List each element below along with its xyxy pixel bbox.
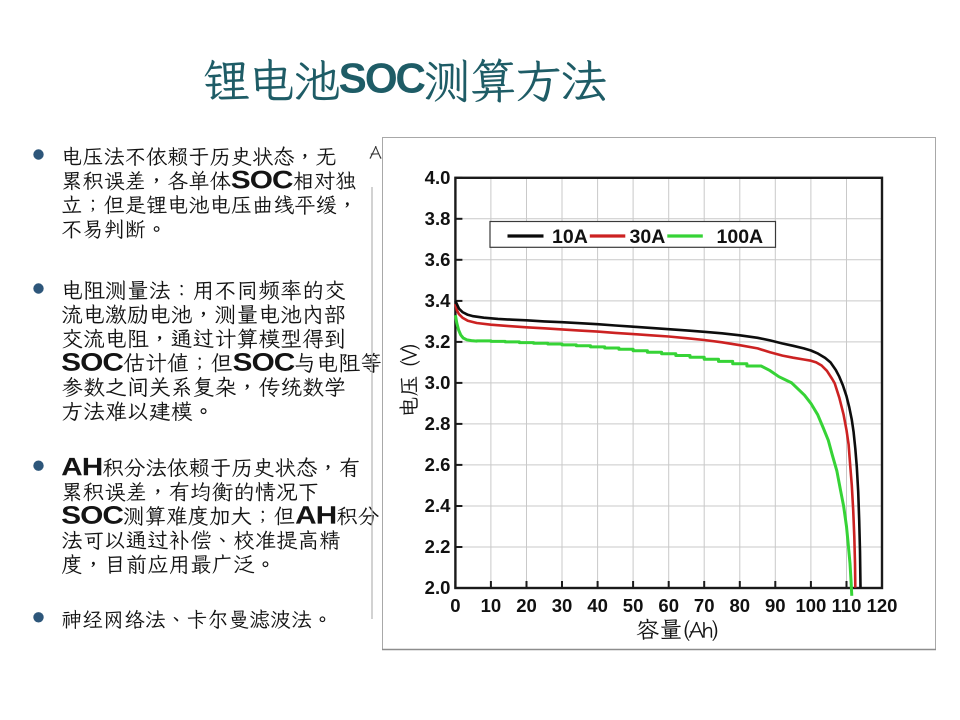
svg-text:2.2: 2.2 <box>425 536 451 557</box>
svg-text:3.0: 3.0 <box>425 372 451 393</box>
svg-text:40: 40 <box>587 595 608 616</box>
svg-text:30A: 30A <box>630 226 666 248</box>
svg-text:20: 20 <box>516 595 537 616</box>
svg-text:10: 10 <box>481 595 502 616</box>
svg-text:2.4: 2.4 <box>425 495 451 516</box>
svg-text:80: 80 <box>730 595 751 616</box>
svg-text:3.8: 3.8 <box>425 208 451 229</box>
svg-text:70: 70 <box>694 595 715 616</box>
svg-text:90: 90 <box>765 595 786 616</box>
svg-text:100A: 100A <box>717 226 764 248</box>
svg-text:100: 100 <box>795 595 826 616</box>
svg-text:2.0: 2.0 <box>425 577 451 598</box>
svg-text:60: 60 <box>658 595 679 616</box>
svg-text:2.6: 2.6 <box>425 454 451 475</box>
svg-text:10A: 10A <box>552 226 588 248</box>
svg-text:30: 30 <box>552 595 573 616</box>
svg-text:0: 0 <box>450 595 460 616</box>
svg-text:120: 120 <box>867 595 898 616</box>
svg-text:4.0: 4.0 <box>425 167 451 188</box>
svg-text:110: 110 <box>832 595 862 616</box>
svg-text:3.2: 3.2 <box>425 331 451 352</box>
svg-text:50: 50 <box>623 595 644 616</box>
svg-text:3.4: 3.4 <box>425 290 451 311</box>
svg-text:2.8: 2.8 <box>425 413 451 434</box>
svg-text:3.6: 3.6 <box>425 249 451 270</box>
